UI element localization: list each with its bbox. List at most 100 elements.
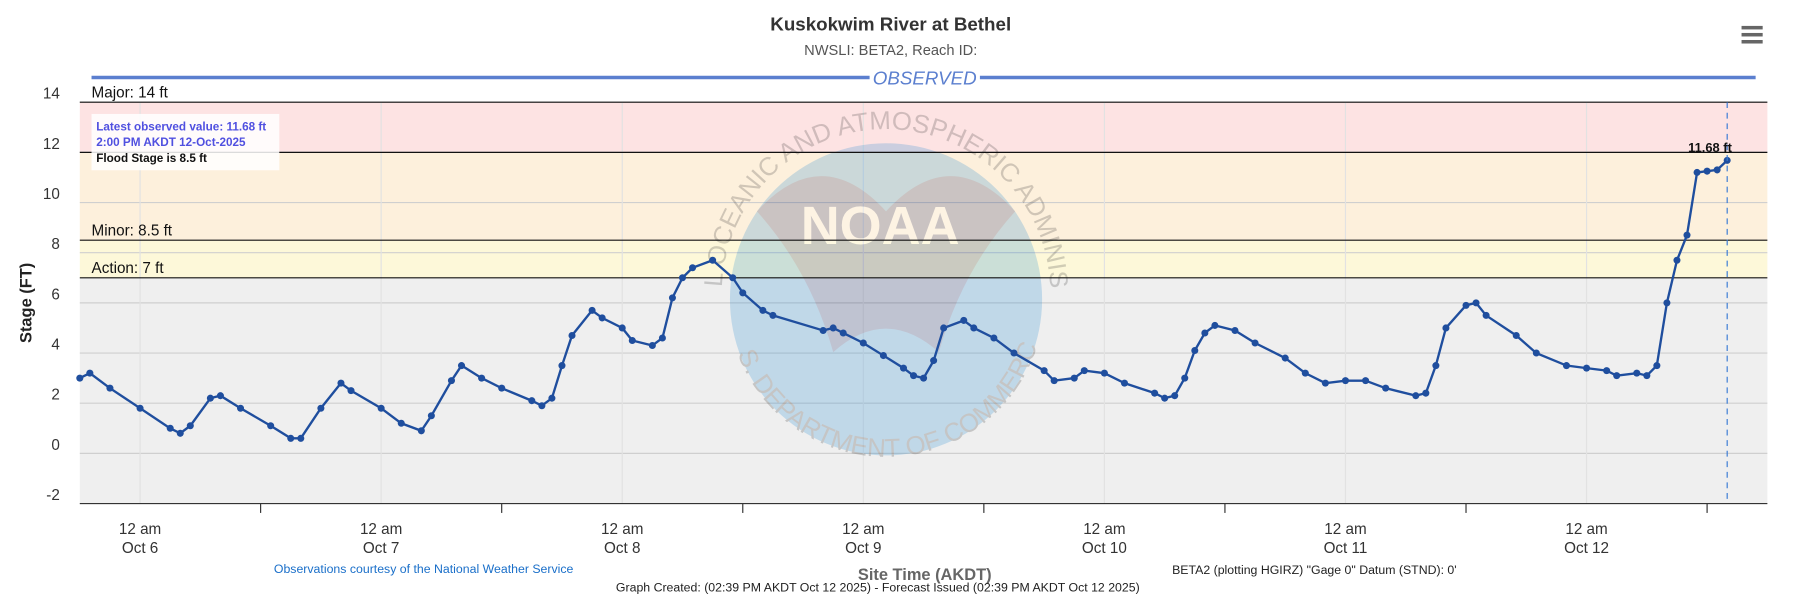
series-point xyxy=(1040,367,1048,375)
watermark-bird xyxy=(756,176,1016,353)
series-point xyxy=(558,362,566,370)
series-point xyxy=(1663,299,1671,307)
series-point xyxy=(1120,379,1129,387)
series-point xyxy=(1512,331,1520,339)
menu-bar xyxy=(1741,39,1763,44)
series-point xyxy=(377,404,385,412)
series-point xyxy=(920,374,928,382)
series-point xyxy=(1070,374,1078,382)
series-point xyxy=(1653,362,1661,370)
series-point xyxy=(317,404,325,412)
annotation-text: 2:00 PM AKDT 12-Oct-2025 xyxy=(96,136,246,149)
series-point xyxy=(839,329,847,337)
series-point xyxy=(689,264,697,272)
series-point xyxy=(1010,349,1018,357)
series-point xyxy=(1432,362,1440,370)
series-point xyxy=(598,314,606,322)
series-point xyxy=(206,394,214,402)
series-point xyxy=(1422,389,1430,397)
series-point xyxy=(1673,256,1681,264)
series-point xyxy=(216,392,224,400)
x-tick-label: 12 am xyxy=(1565,521,1607,538)
series-point xyxy=(729,274,737,282)
series-point xyxy=(568,331,576,339)
series-point xyxy=(1100,369,1108,377)
series-point xyxy=(1201,329,1209,337)
footer: Graph Created: (02:39 PM AKDT Oct 12 202… xyxy=(616,581,1140,594)
series-point xyxy=(910,372,918,380)
series-point xyxy=(588,306,596,314)
series-point xyxy=(417,427,425,435)
series-point xyxy=(347,387,355,395)
series-point xyxy=(829,324,837,332)
series-point xyxy=(1683,231,1691,239)
series-point xyxy=(970,324,978,332)
series-point xyxy=(628,336,636,345)
series-point xyxy=(1281,354,1289,362)
series-point xyxy=(1703,167,1711,175)
x-tick-label: 12 am xyxy=(360,521,402,538)
x-tick-label: Oct 9 xyxy=(845,540,881,557)
series-point xyxy=(1191,347,1199,355)
y-tick-label: 4 xyxy=(51,337,60,354)
series-point xyxy=(879,352,887,360)
series-point xyxy=(1412,392,1420,400)
data-label: 11.68 ft xyxy=(1688,140,1732,155)
series-point xyxy=(478,374,486,382)
series-point xyxy=(668,294,676,302)
menu-button[interactable] xyxy=(1735,19,1770,50)
series-point xyxy=(1161,394,1169,402)
watermark-logo: NOAA xyxy=(801,196,960,256)
credit: Observations courtesy of the National We… xyxy=(274,562,574,576)
x-tick-label: Oct 8 xyxy=(604,540,640,557)
y-tick-label: 12 xyxy=(43,136,60,153)
series-point xyxy=(1050,377,1058,385)
y-tick-label: 14 xyxy=(43,86,60,103)
series-point xyxy=(538,402,546,410)
datum-note: BETA2 (plotting HGIRZ) "Gage 0" Datum (S… xyxy=(1172,563,1457,577)
x-axis-label: Site Time (AKDT) xyxy=(858,566,992,584)
series-point xyxy=(297,434,305,442)
watermark-circle xyxy=(729,143,1043,456)
series-point xyxy=(397,419,405,427)
plot: -2 0 2 4 6 8 10 12 14 12 am Oct 6 12 am Oct 7 12 am Oc… xyxy=(43,84,1768,557)
threshold-band xyxy=(79,102,1768,153)
series-point xyxy=(1211,321,1219,329)
series-point xyxy=(1532,349,1540,357)
series-point xyxy=(1603,367,1611,375)
series-point xyxy=(1442,324,1450,332)
x-tick-label: 12 am xyxy=(119,521,161,538)
y-tick-label: 2 xyxy=(51,387,59,404)
series-point xyxy=(337,379,345,387)
series-point xyxy=(427,412,435,420)
series-point xyxy=(186,422,194,430)
chart-subtitle: NWSLI: BETA2, Reach ID: xyxy=(804,43,977,59)
series-point xyxy=(960,316,968,324)
series-point xyxy=(457,362,466,370)
series-point xyxy=(1462,301,1470,309)
series-point xyxy=(267,422,275,430)
y-tick-label: -2 xyxy=(46,487,60,504)
series-point xyxy=(990,334,998,342)
series-point xyxy=(1693,168,1701,176)
series-point xyxy=(1633,369,1641,377)
y-tick-label: 10 xyxy=(43,186,60,203)
series-point xyxy=(1472,299,1480,307)
series-point xyxy=(1321,379,1329,387)
series-point xyxy=(819,326,827,334)
series-point xyxy=(618,324,626,332)
annotation-text: Flood Stage is 8.5 ft xyxy=(96,152,207,165)
series-point xyxy=(1482,311,1490,319)
series-point xyxy=(658,334,666,342)
series-point xyxy=(287,434,295,442)
series-point xyxy=(1341,377,1349,385)
y-tick-label: 0 xyxy=(51,437,59,454)
series-point xyxy=(739,289,747,297)
series-point xyxy=(1181,374,1189,382)
series-point xyxy=(176,429,184,437)
threshold-band xyxy=(79,152,1768,241)
series-point xyxy=(1301,369,1309,377)
banner-bg xyxy=(869,66,980,89)
series-point xyxy=(1583,364,1591,372)
series-point xyxy=(548,394,556,402)
